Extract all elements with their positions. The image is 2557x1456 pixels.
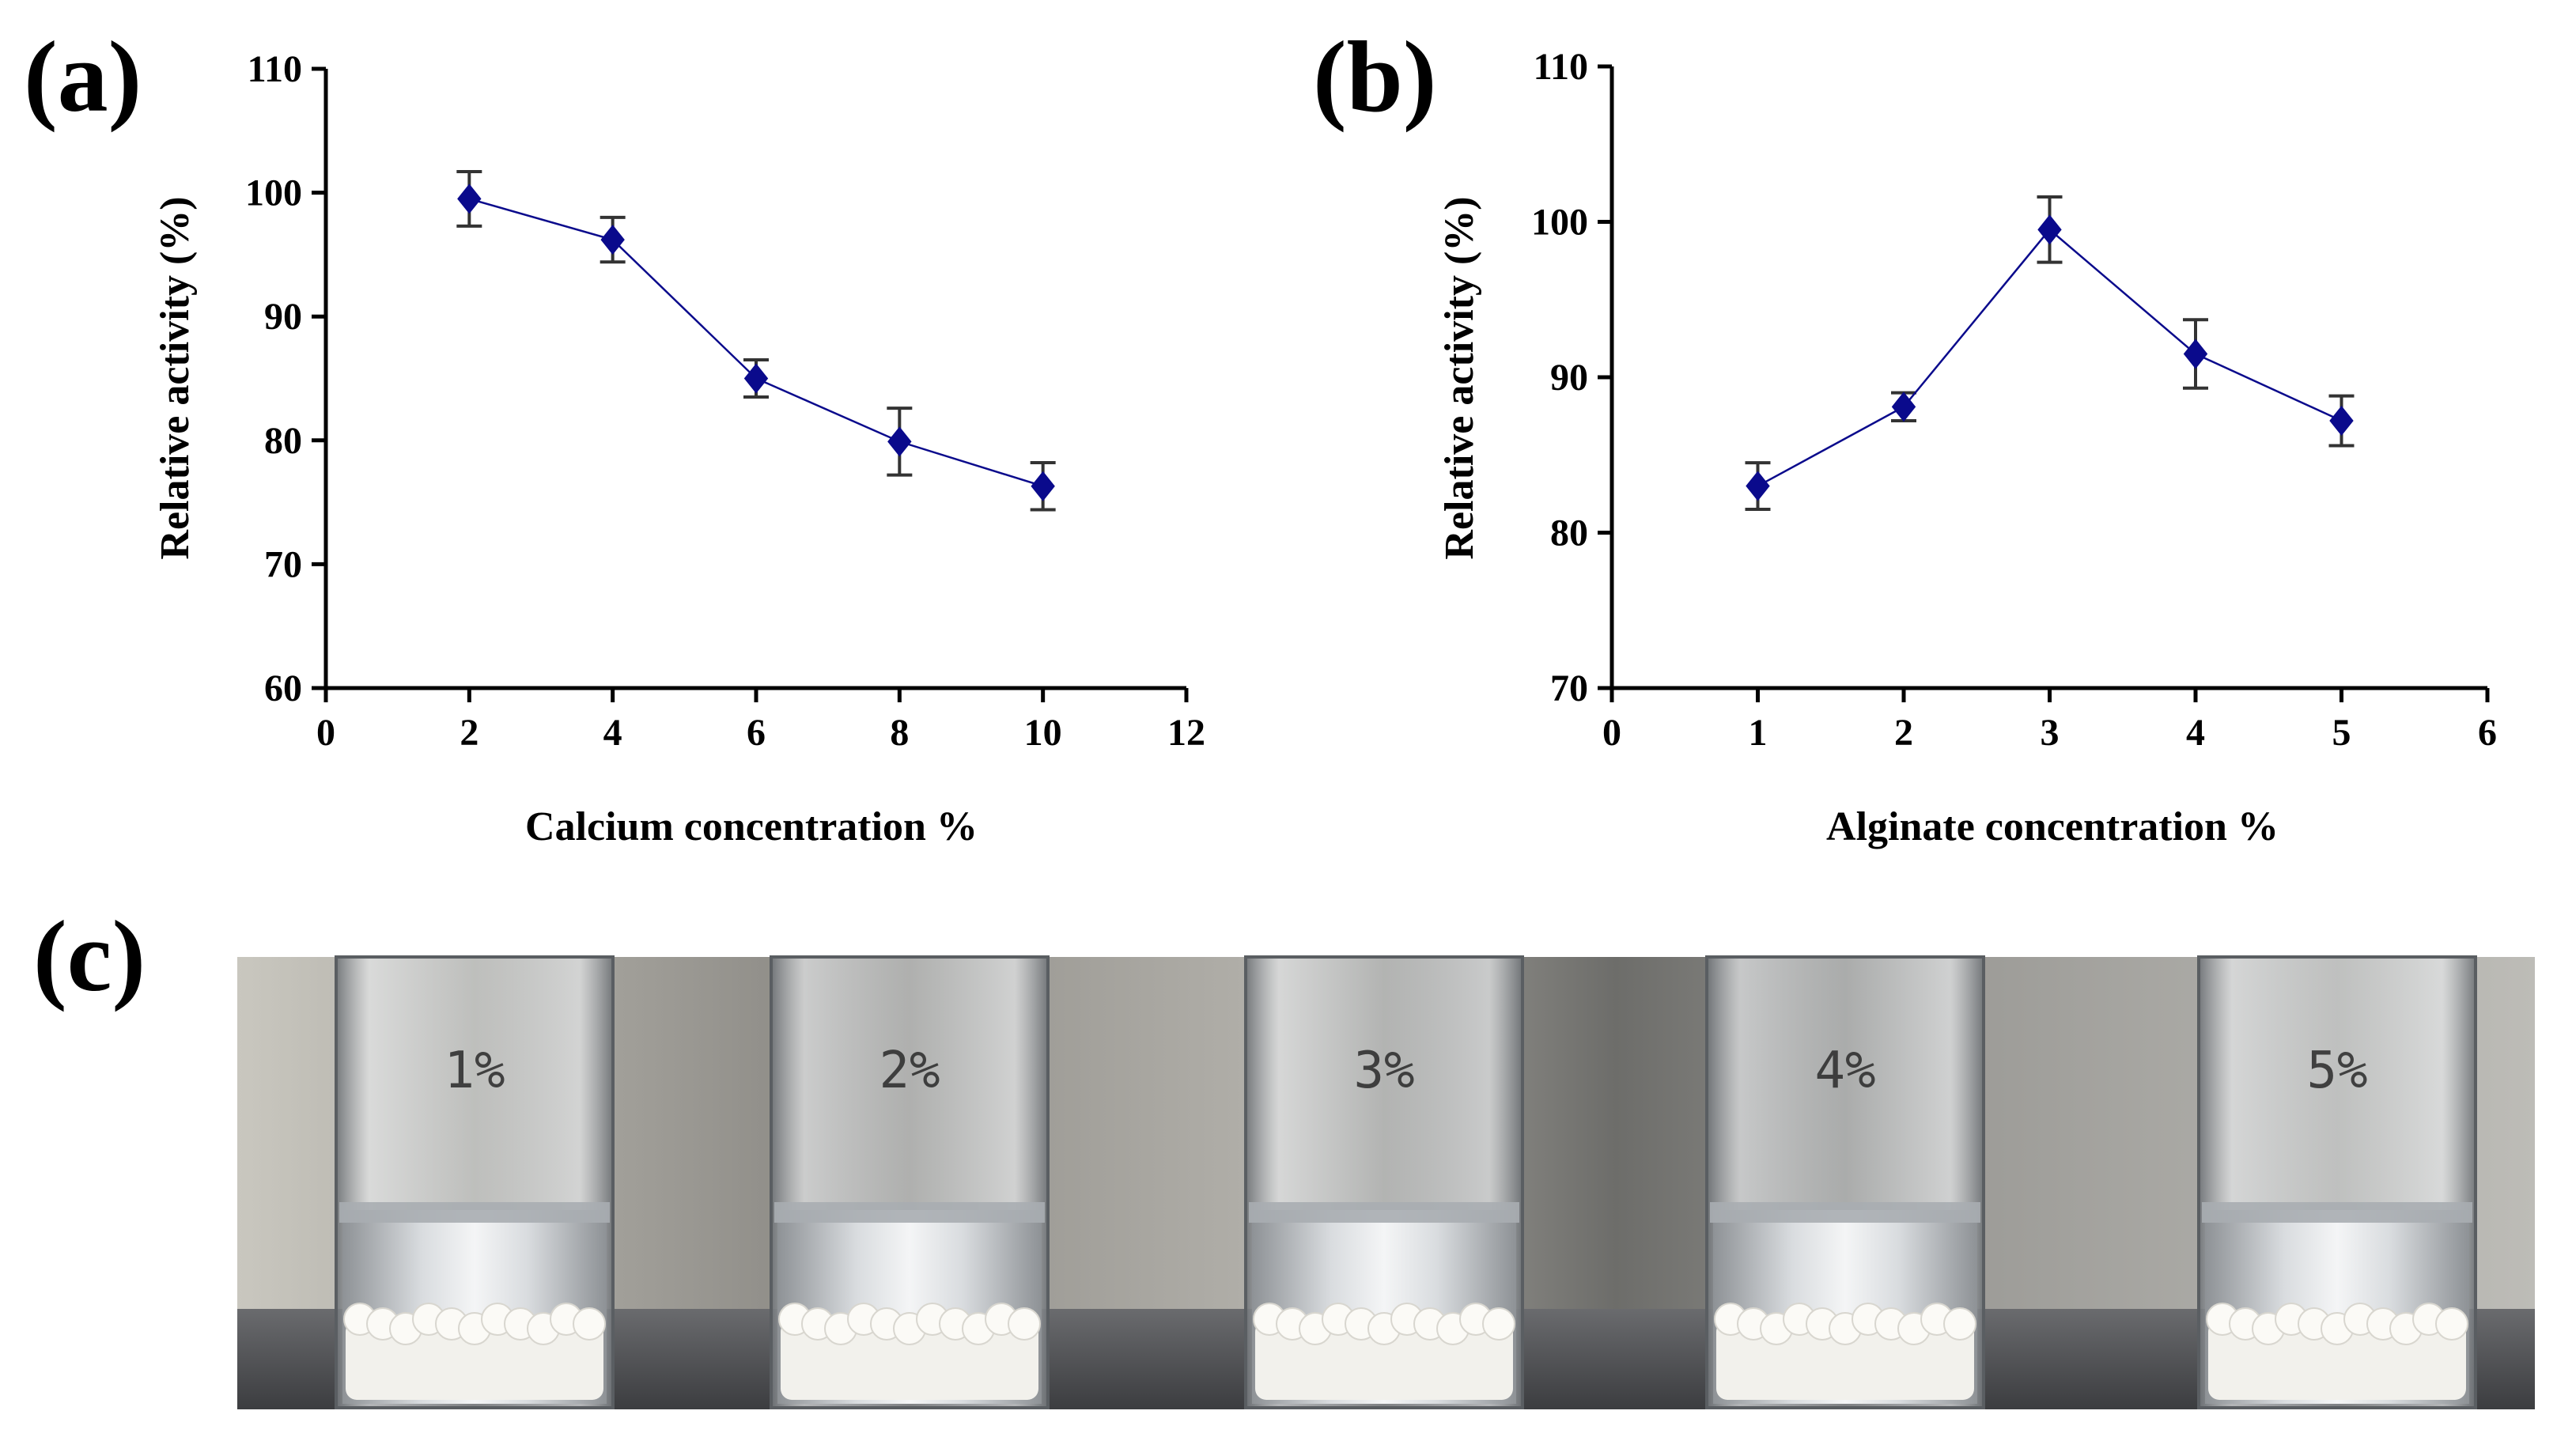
vial: 5% xyxy=(2197,955,2477,1409)
x-tick-label: 4 xyxy=(603,712,622,754)
vial-label: 4% xyxy=(1814,1042,1875,1100)
vial-meniscus xyxy=(339,1202,610,1223)
chart-a-lines xyxy=(468,198,1044,487)
x-tick-label: 6 xyxy=(2478,712,2497,754)
chart-a-markers xyxy=(457,183,1055,501)
x-tick-label: 1 xyxy=(1749,712,1768,754)
chart-b-xlabel: Alginate concentration % xyxy=(1826,804,2279,849)
data-point-diamond xyxy=(2183,338,2208,369)
x-tick-label: 6 xyxy=(747,712,766,754)
vial-label: 3% xyxy=(1353,1042,1414,1100)
y-tick-label: 90 xyxy=(1550,357,1588,399)
y-tick-label: 100 xyxy=(1531,202,1588,244)
y-tick-label: 100 xyxy=(245,172,302,214)
vial-meniscus xyxy=(774,1202,1045,1223)
vial-label: 2% xyxy=(879,1042,940,1100)
data-point-diamond xyxy=(2329,406,2354,437)
y-tick-label: 110 xyxy=(248,48,302,90)
vial-meniscus xyxy=(1710,1202,1980,1223)
data-point-diamond xyxy=(2037,214,2062,245)
x-tick-label: 2 xyxy=(1894,712,1913,754)
bead xyxy=(1482,1307,1515,1341)
x-tick-label: 8 xyxy=(890,712,909,754)
chart-a-ylabel: Relative activity (%) xyxy=(153,196,198,559)
data-point-diamond xyxy=(1746,471,1770,501)
bead xyxy=(2435,1307,2468,1341)
series-line xyxy=(468,198,1044,487)
chart-b: 70 80 90 100 110 0 1 2 3 4 5 6 Alginate concentrati… xyxy=(1437,46,2497,849)
y-tick-label: 80 xyxy=(264,420,302,462)
x-tick-label: 5 xyxy=(2332,712,2351,754)
vial: 1% xyxy=(335,955,615,1409)
x-tick-label: 12 xyxy=(1167,712,1205,754)
chart-b-ylabel: Relative activity (%) xyxy=(1437,196,1482,559)
y-tick-label: 110 xyxy=(1534,46,1588,88)
vial-photo: 1% 2% 3% 4% 5% xyxy=(237,955,2535,1409)
y-tick-label: 70 xyxy=(1550,667,1588,709)
y-tick-label: 90 xyxy=(264,296,302,338)
chart-a-xlabel: Calcium concentration % xyxy=(525,804,978,849)
vial-label: 5% xyxy=(2306,1042,2367,1100)
x-tick-label: 10 xyxy=(1024,712,1062,754)
x-tick-label: 4 xyxy=(2186,712,2205,754)
panel-label-b: (b) xyxy=(1313,21,1436,133)
chart-b-lines xyxy=(1757,228,2343,487)
panel-label-a: (a) xyxy=(24,21,142,133)
x-tick-label: 0 xyxy=(316,712,335,754)
x-tick-label: 2 xyxy=(460,712,478,754)
chart-a-axes: 60 70 80 90 100 110 0 2 4 6 8 10 12 xyxy=(245,48,1205,754)
vial: 4% xyxy=(1705,955,1985,1409)
vial: 2% xyxy=(770,955,1050,1409)
y-tick-label: 70 xyxy=(264,543,302,585)
chart-b-axes: 70 80 90 100 110 0 1 2 3 4 5 6 xyxy=(1531,46,2497,754)
data-point-diamond xyxy=(743,363,769,394)
vial-meniscus xyxy=(2202,1202,2472,1223)
series-line xyxy=(1757,228,2343,487)
x-tick-label: 0 xyxy=(1602,712,1621,754)
y-tick-label: 80 xyxy=(1550,512,1588,554)
y-tick-label: 60 xyxy=(264,667,302,709)
data-point-diamond xyxy=(1031,471,1055,501)
data-point-diamond xyxy=(1891,391,1916,422)
data-point-diamond xyxy=(457,183,482,214)
vial-label: 1% xyxy=(444,1042,505,1100)
data-point-diamond xyxy=(600,225,625,255)
vial: 3% xyxy=(1244,955,1524,1409)
bead xyxy=(1943,1307,1976,1341)
vial-meniscus xyxy=(1249,1202,1519,1223)
chart-b-markers xyxy=(1746,214,2354,501)
bead xyxy=(573,1307,606,1341)
data-point-diamond xyxy=(887,426,912,457)
chart-a-errorbars xyxy=(456,169,1056,512)
x-tick-label: 3 xyxy=(2041,712,2060,754)
chart-a: 60 70 80 90 100 110 0 2 4 6 8 10 12 Calcium concentr… xyxy=(153,48,1205,849)
panel-label-c: (c) xyxy=(33,900,146,1012)
bead xyxy=(1008,1307,1041,1341)
